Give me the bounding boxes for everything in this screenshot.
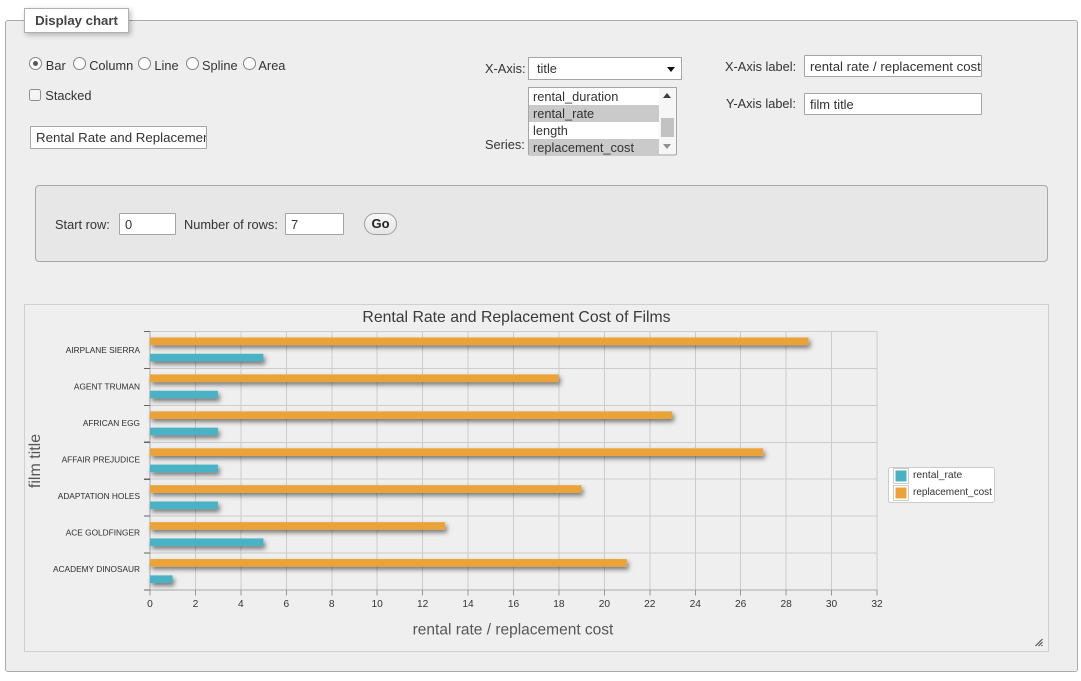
svg-text:16: 16 xyxy=(508,599,520,610)
svg-text:2: 2 xyxy=(193,599,199,610)
svg-text:AFFAIR PREJUDICE: AFFAIR PREJUDICE xyxy=(62,454,141,464)
svg-text:replacement_cost: replacement_cost xyxy=(913,487,992,498)
svg-text:6: 6 xyxy=(283,599,289,610)
svg-text:rental rate / replacement cost: rental rate / replacement cost xyxy=(413,622,614,639)
svg-text:Rental Rate and Replacement Co: Rental Rate and Replacement Cost of Film… xyxy=(362,309,670,326)
svg-text:ADAPTATION HOLES: ADAPTATION HOLES xyxy=(58,491,141,501)
svg-text:18: 18 xyxy=(553,599,565,610)
svg-text:10: 10 xyxy=(372,599,384,610)
svg-text:rental_rate: rental_rate xyxy=(913,470,963,481)
svg-text:32: 32 xyxy=(871,599,883,610)
svg-text:film title: film title xyxy=(27,434,44,488)
svg-text:28: 28 xyxy=(780,599,792,610)
svg-text:8: 8 xyxy=(329,599,335,610)
svg-text:AGENT TRUMAN: AGENT TRUMAN xyxy=(74,381,140,391)
svg-text:12: 12 xyxy=(417,599,429,610)
svg-text:24: 24 xyxy=(690,599,702,610)
svg-text:0: 0 xyxy=(147,599,153,610)
svg-text:AIRPLANE SIERRA: AIRPLANE SIERRA xyxy=(66,345,141,355)
svg-text:20: 20 xyxy=(599,599,611,610)
svg-text:ACE GOLDFINGER: ACE GOLDFINGER xyxy=(66,527,140,537)
svg-text:14: 14 xyxy=(462,599,474,610)
svg-text:30: 30 xyxy=(826,599,838,610)
svg-text:ACADEMY DINOSAUR: ACADEMY DINOSAUR xyxy=(53,564,140,574)
svg-text:AFRICAN EGG: AFRICAN EGG xyxy=(83,418,140,428)
svg-text:26: 26 xyxy=(735,599,747,610)
svg-text:4: 4 xyxy=(238,599,244,610)
svg-text:22: 22 xyxy=(644,599,656,610)
